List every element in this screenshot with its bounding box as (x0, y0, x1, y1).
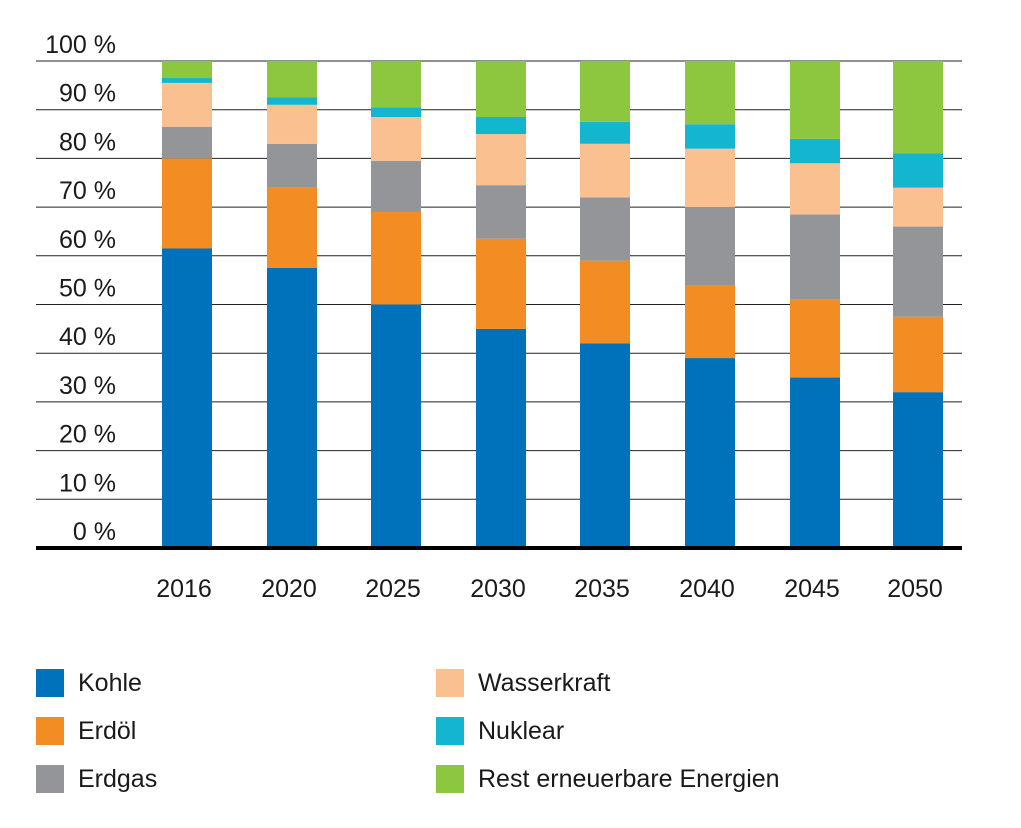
bar-segment-2035-erdöl (580, 260, 630, 344)
bar-segment-2045-wasserkraft (790, 163, 840, 215)
bar-segment-2016-rest-erneuerbare-energien (162, 61, 212, 79)
bar-segment-2016-kohle (162, 248, 212, 548)
bar-segment-2040-erdgas (685, 207, 735, 286)
x-tick-label: 2040 (679, 575, 735, 603)
bar-segment-2040-rest-erneuerbare-energien (685, 61, 735, 125)
bar-segment-2016-erdgas (162, 126, 212, 159)
bar-segment-2045-erdöl (790, 299, 840, 378)
bar-segment-2016-wasserkraft (162, 82, 212, 127)
bar-segment-2045-nuklear (790, 138, 840, 164)
y-axis-tick-labels: 0 % 10 % 20 % 30 % 40 % 50 % 60 % 70 % 80 % 90 % 1… (45, 31, 116, 546)
x-tick-label: 2030 (470, 575, 526, 603)
bar-segment-2030-kohle (476, 328, 526, 548)
y-tick-label: 70 % (59, 177, 116, 205)
bar-segment-2025-kohle (371, 304, 421, 548)
bar-segment-2045-erdgas (790, 214, 840, 300)
bar-segment-2025-wasserkraft (371, 117, 421, 161)
bar-segment-2035-wasserkraft (580, 143, 630, 198)
bar-segment-2030-erdöl (476, 238, 526, 329)
bar-segment-2050-erdgas (893, 226, 943, 317)
bar-segment-2020-erdgas (267, 143, 317, 188)
x-tick-label: 2016 (156, 575, 212, 603)
bar-segment-2030-rest-erneuerbare-energien (476, 61, 526, 118)
y-tick-label: 30 % (59, 372, 116, 400)
y-tick-label: 100 % (45, 31, 116, 59)
y-tick-label: 60 % (59, 226, 116, 254)
bar-segment-2035-kohle (580, 343, 630, 548)
bar-segment-2030-erdgas (476, 185, 526, 239)
y-tick-label: 20 % (59, 421, 116, 449)
bar-segment-2020-erdöl (267, 187, 317, 268)
bar-segment-2025-rest-erneuerbare-energien (371, 61, 421, 108)
bar-segment-2020-kohle (267, 267, 317, 548)
bar-segment-2035-nuklear (580, 121, 630, 144)
bar-segment-2050-wasserkraft (893, 187, 943, 227)
y-tick-label: 0 % (73, 518, 116, 546)
bar-segment-2020-nuklear (267, 97, 317, 105)
bar-segment-2025-nuklear (371, 107, 421, 118)
bar-segment-2040-nuklear (685, 124, 735, 149)
bar-segment-2020-wasserkraft (267, 104, 317, 144)
bar-segment-2050-kohle (893, 392, 943, 548)
bar-segment-2050-nuklear (893, 153, 943, 188)
bar-segment-2025-erdöl (371, 211, 421, 305)
bar-segment-2040-erdöl (685, 285, 735, 359)
bar-segment-2030-nuklear (476, 117, 526, 135)
bar-segment-2035-rest-erneuerbare-energien (580, 61, 630, 122)
x-tick-label: 2025 (365, 575, 421, 603)
x-axis-tick-labels: 2016 2020 2025 2030 2035 2040 2045 2050 (156, 575, 943, 603)
bar-segment-2045-rest-erneuerbare-energien (790, 61, 840, 139)
bar-segment-2030-wasserkraft (476, 134, 526, 186)
y-tick-label: 40 % (59, 323, 116, 351)
bar-segment-2050-rest-erneuerbare-energien (893, 61, 943, 154)
x-tick-label: 2035 (574, 575, 630, 603)
bar-segment-2050-erdöl (893, 316, 943, 393)
y-tick-label: 50 % (59, 275, 116, 303)
bar-segment-2035-erdgas (580, 197, 630, 261)
y-tick-label: 80 % (59, 128, 116, 156)
bars (162, 61, 943, 548)
bar-segment-2016-erdöl (162, 158, 212, 249)
bar-segment-2020-rest-erneuerbare-energien (267, 61, 317, 98)
bar-segment-2025-erdgas (371, 160, 421, 212)
bar-segment-2040-kohle (685, 358, 735, 548)
y-tick-label: 90 % (59, 80, 116, 108)
x-tick-label: 2020 (261, 575, 317, 603)
bar-segment-2040-wasserkraft (685, 148, 735, 208)
bar-segment-2045-kohle (790, 377, 840, 548)
y-tick-label: 10 % (59, 469, 116, 497)
x-tick-label: 2045 (784, 575, 840, 603)
bar-segment-2016-nuklear (162, 78, 212, 83)
x-tick-label: 2050 (887, 575, 943, 603)
